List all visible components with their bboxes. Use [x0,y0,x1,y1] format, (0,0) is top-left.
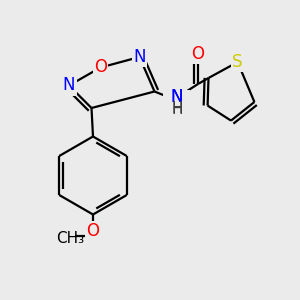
Text: N: N [171,88,183,106]
Text: O: O [191,45,205,63]
Text: H: H [171,101,183,116]
Text: N: N [133,48,146,66]
Text: O: O [94,58,107,76]
Bar [164,90,190,116]
Text: CH₃: CH₃ [56,231,85,246]
Text: N: N [63,76,75,94]
Text: S: S [232,53,243,71]
Text: O: O [86,222,100,240]
Text: N: N [171,88,183,106]
Text: H: H [171,102,183,117]
